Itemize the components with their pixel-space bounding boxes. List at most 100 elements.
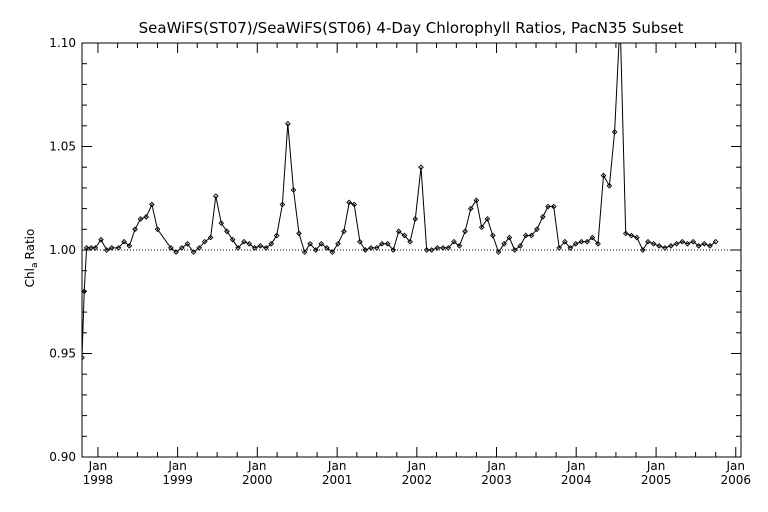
x-tick-year: 2004 [561, 473, 592, 487]
data-point [268, 240, 275, 247]
data-point [401, 232, 408, 239]
x-tick-year: 2005 [641, 473, 672, 487]
data-point [684, 240, 691, 247]
data-point [178, 245, 185, 251]
axes: 0.900.951.001.051.10Jan1998Jan1999Jan200… [49, 36, 751, 487]
data-point [168, 245, 174, 251]
data-point [235, 245, 241, 251]
data-point [418, 164, 424, 171]
x-tick-year: 2000 [242, 473, 273, 487]
x-tick-month: Jan [327, 459, 347, 473]
data-point [212, 193, 219, 200]
data-point [484, 216, 491, 222]
y-axis-label-main: Chl [23, 268, 37, 287]
data-point [273, 232, 280, 239]
data-point [423, 247, 430, 253]
data-point [207, 234, 214, 241]
x-tick-month: Jan [88, 459, 108, 473]
data-point [115, 245, 122, 251]
data-point [301, 249, 308, 255]
data-point [263, 245, 269, 251]
data-point [246, 240, 253, 247]
x-tick-year: 2006 [720, 473, 751, 487]
x-tick-month: Jan [407, 459, 427, 473]
data-point [600, 172, 607, 179]
data-point [362, 247, 369, 253]
data-point [567, 245, 574, 251]
data-point [368, 245, 374, 251]
data-point [173, 249, 179, 255]
data-point [545, 203, 551, 210]
data-point [324, 245, 330, 251]
data-point [522, 232, 529, 239]
data-point [154, 226, 161, 233]
data-point [506, 234, 513, 241]
data-point [143, 214, 150, 220]
data-point [478, 224, 485, 231]
x-tick-month: Jan [167, 459, 187, 473]
data-point [595, 240, 601, 247]
data-point [556, 245, 563, 251]
data-point [395, 228, 402, 235]
data-point [434, 245, 441, 251]
data-point [550, 203, 557, 210]
data-point [628, 232, 635, 239]
data-point [440, 245, 446, 251]
x-tick-year: 2002 [402, 473, 433, 487]
data-point [428, 247, 435, 253]
data-point [634, 234, 640, 241]
y-axis-label-suffix: Ratio [23, 229, 37, 260]
data-point [290, 187, 297, 193]
data-point [495, 249, 502, 255]
data-point [679, 238, 686, 245]
data-point [257, 243, 264, 249]
data-point [279, 201, 286, 208]
data-point [673, 240, 680, 247]
data-point [511, 247, 518, 253]
data-point [656, 243, 662, 249]
data-point [373, 245, 380, 251]
data-point [88, 245, 95, 251]
data-point [346, 199, 353, 206]
data-point [184, 240, 191, 247]
data-point [335, 240, 341, 247]
data-point [357, 238, 363, 245]
data-point [103, 247, 110, 253]
data-point [384, 240, 391, 247]
data-point [229, 236, 236, 243]
data-point [611, 129, 618, 135]
x-tick-year: 1998 [83, 473, 114, 487]
data-point [445, 245, 452, 251]
data-point [701, 240, 708, 247]
data-point [690, 238, 697, 245]
data-point [201, 238, 208, 245]
data-point [351, 201, 358, 208]
data-point [379, 240, 385, 247]
svg-text:ChlaRatio: Chla Ratio [23, 229, 40, 288]
data-point [132, 226, 138, 233]
series-line [82, 43, 716, 358]
data-point [534, 226, 540, 233]
y-axis-label-sub: a [30, 262, 40, 268]
data-point [137, 216, 144, 222]
data-point [712, 238, 719, 245]
data-point [584, 238, 590, 245]
data-point [639, 247, 646, 253]
y-tick-label: 1.10 [49, 36, 76, 50]
data-point [196, 245, 203, 251]
data-point [622, 230, 629, 237]
data-point [661, 245, 668, 251]
x-tick-month: Jan [646, 459, 666, 473]
data-point [407, 238, 413, 245]
x-tick-month: Jan [247, 459, 267, 473]
x-tick-year: 2003 [481, 473, 512, 487]
data-point [218, 220, 225, 226]
plot-frame [81, 42, 742, 458]
data-point [462, 228, 468, 235]
data-point [412, 216, 419, 222]
data-point [578, 238, 585, 245]
data-point [517, 243, 524, 249]
x-tick-year: 2001 [322, 473, 353, 487]
data-point [489, 232, 496, 239]
